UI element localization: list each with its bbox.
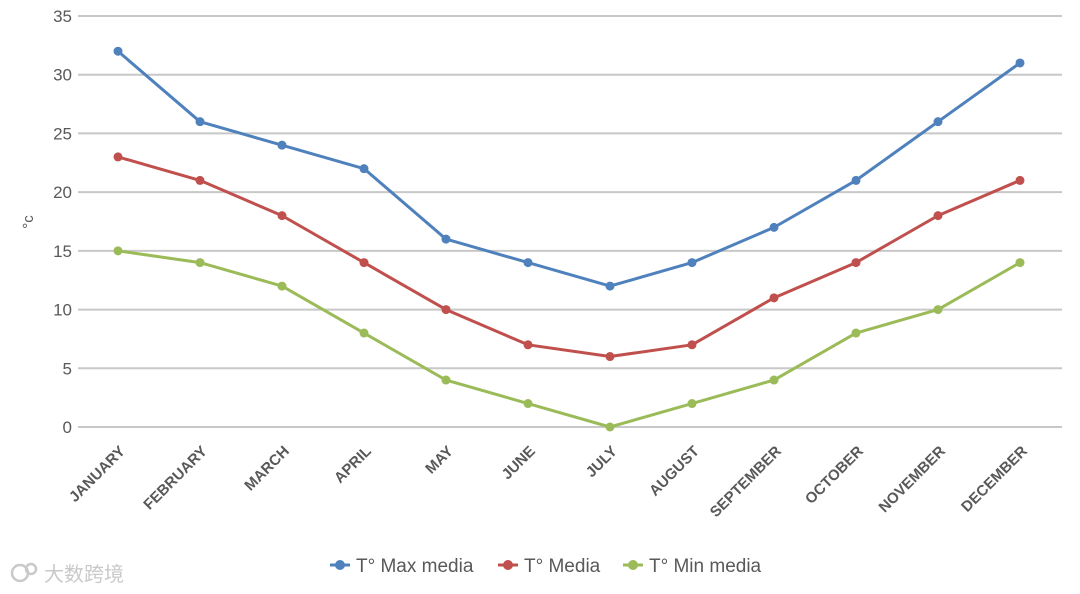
x-tick-label: JANUARY <box>66 443 129 506</box>
legend: T° Max media T° Media T° Min media <box>330 556 762 577</box>
y-tick-label: 35 <box>53 7 72 26</box>
x-tick-label: DECEMBER <box>958 443 1031 516</box>
data-point <box>195 258 205 268</box>
legend-marker <box>628 560 638 570</box>
data-point <box>687 399 697 409</box>
data-point <box>1015 258 1025 268</box>
legend-label: T° Max media <box>356 556 474 577</box>
watermark-logo-icon <box>10 562 38 582</box>
x-tick-label: JUNE <box>499 443 539 483</box>
x-tick-label: OCTOBER <box>802 443 867 508</box>
data-point <box>687 258 697 268</box>
legend-item-3: T° Min media <box>623 556 762 577</box>
watermark-text: 大数跨境 <box>44 562 124 586</box>
gridlines <box>78 15 1062 428</box>
data-point <box>113 152 123 162</box>
y-tick-label: 10 <box>53 301 72 320</box>
y-axis-ticks: 0 5 10 15 20 25 30 35 <box>53 7 72 437</box>
data-point <box>441 375 451 385</box>
x-tick-label: APRIL <box>331 443 375 487</box>
data-point <box>933 211 943 221</box>
y-tick-label: 20 <box>53 183 72 202</box>
data-point <box>277 211 287 221</box>
data-point <box>359 328 369 338</box>
legend-label: T° Min media <box>649 556 762 577</box>
series-lines <box>113 46 1025 432</box>
data-point <box>605 422 615 432</box>
data-point <box>687 340 697 350</box>
x-tick-label: AUGUST <box>646 443 703 500</box>
series-2 <box>113 152 1025 362</box>
y-tick-label: 0 <box>63 418 72 437</box>
x-tick-label: MARCH <box>241 443 292 494</box>
y-tick-label: 25 <box>53 124 72 143</box>
y-tick-label: 30 <box>53 66 72 85</box>
x-tick-label: SEPTEMBER <box>707 443 785 521</box>
data-point <box>441 234 451 244</box>
data-point <box>113 246 123 256</box>
series-3 <box>113 246 1025 432</box>
legend-item-1: T° Max media <box>330 556 474 577</box>
data-point <box>1015 58 1025 68</box>
x-tick-label: NOVEMBER <box>876 443 949 516</box>
series-1 <box>113 46 1025 291</box>
data-point <box>851 258 861 268</box>
x-tick-label: FEBRUARY <box>140 443 211 514</box>
data-point <box>769 375 779 385</box>
watermark: 大数跨境 <box>10 558 124 587</box>
data-point <box>1015 175 1025 185</box>
data-point <box>195 117 205 127</box>
legend-marker <box>503 560 513 570</box>
data-point <box>769 222 779 232</box>
data-point <box>441 305 451 315</box>
data-point <box>933 305 943 315</box>
legend-item-2: T° Media <box>498 556 601 577</box>
x-tick-label: MAY <box>422 443 457 478</box>
y-axis-label: °c <box>20 215 37 229</box>
data-point <box>523 340 533 350</box>
data-point <box>277 140 287 150</box>
series-line <box>117 50 1021 288</box>
data-point <box>605 281 615 291</box>
data-point <box>359 164 369 174</box>
y-tick-label: 15 <box>53 242 72 261</box>
series-line <box>117 155 1021 359</box>
data-point <box>523 399 533 409</box>
data-point <box>359 258 369 268</box>
data-point <box>605 352 615 362</box>
data-point <box>851 328 861 338</box>
legend-label: T° Media <box>524 556 601 577</box>
data-point <box>195 175 205 185</box>
data-point <box>769 293 779 303</box>
data-point <box>851 175 861 185</box>
data-point <box>113 46 123 56</box>
x-tick-label: JULY <box>583 443 621 481</box>
data-point <box>277 281 287 291</box>
series-line <box>117 249 1021 429</box>
data-point <box>933 117 943 127</box>
x-axis-ticks: JANUARY FEBRUARY MARCH APRIL MAY JUNE JULY AUGU… <box>66 443 1031 521</box>
legend-marker <box>335 560 345 570</box>
data-point <box>523 258 533 268</box>
y-tick-label: 5 <box>63 359 72 378</box>
